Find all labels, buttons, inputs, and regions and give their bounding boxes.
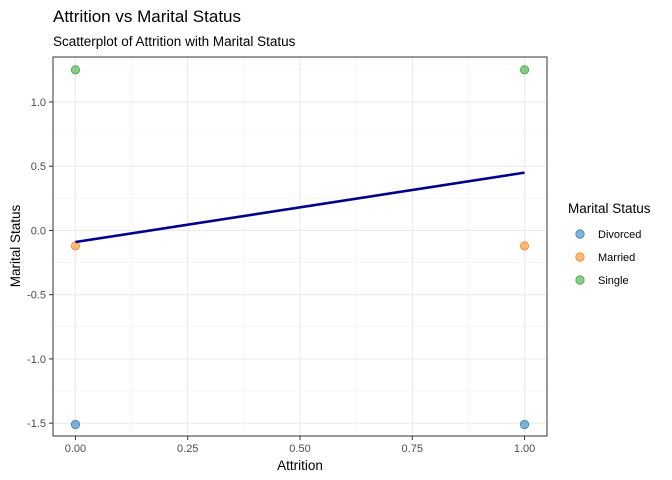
x-axis-title: Attrition	[277, 458, 323, 473]
legend-label-single: Single	[598, 275, 629, 287]
point-single	[70, 65, 81, 75]
x-tick-label: 0.50	[289, 443, 310, 455]
chart-subtitle: Scatterplot of Attrition with Marital St…	[53, 34, 296, 49]
point-divorced	[519, 419, 530, 430]
legend-title: Marital Status	[568, 201, 651, 216]
legend-key-single	[575, 275, 585, 285]
trend-line	[75, 171, 525, 244]
y-tick-label: 1.0	[31, 97, 46, 109]
y-tick-label: -1.0	[27, 354, 46, 366]
legend: Marital Status Divorced Married Single	[568, 201, 651, 287]
x-tick-label: 0.75	[402, 443, 423, 455]
x-tick-label: 1.00	[514, 443, 535, 455]
point-divorced	[70, 419, 81, 430]
point-married	[70, 241, 81, 251]
chart-title: Attrition vs Marital Status	[53, 7, 241, 26]
legend-label-divorced: Divorced	[598, 229, 641, 241]
legend-key-married	[575, 252, 585, 262]
major-gridlines	[53, 57, 547, 436]
x-tick-label: 0.00	[65, 443, 86, 455]
y-tick-label: 0.5	[31, 161, 46, 173]
y-tick-label: -1.5	[27, 418, 46, 430]
y-tick-label: 0.0	[31, 225, 46, 237]
legend-key-divorced	[575, 229, 585, 239]
x-tick-label: 0.25	[177, 443, 198, 455]
trend-line-group	[75, 171, 525, 244]
y-axis-ticks: -1.5 -1.0 -0.5 0.0 0.5 1.0	[27, 97, 53, 430]
legend-label-married: Married	[598, 252, 635, 264]
point-married	[519, 241, 530, 251]
data-points	[70, 65, 530, 430]
point-single	[519, 65, 530, 75]
x-axis-ticks: 0.00 0.25 0.50 0.75 1.00	[65, 436, 535, 455]
y-axis-title: Marital Status	[8, 204, 23, 287]
y-tick-label: -0.5	[27, 290, 46, 302]
